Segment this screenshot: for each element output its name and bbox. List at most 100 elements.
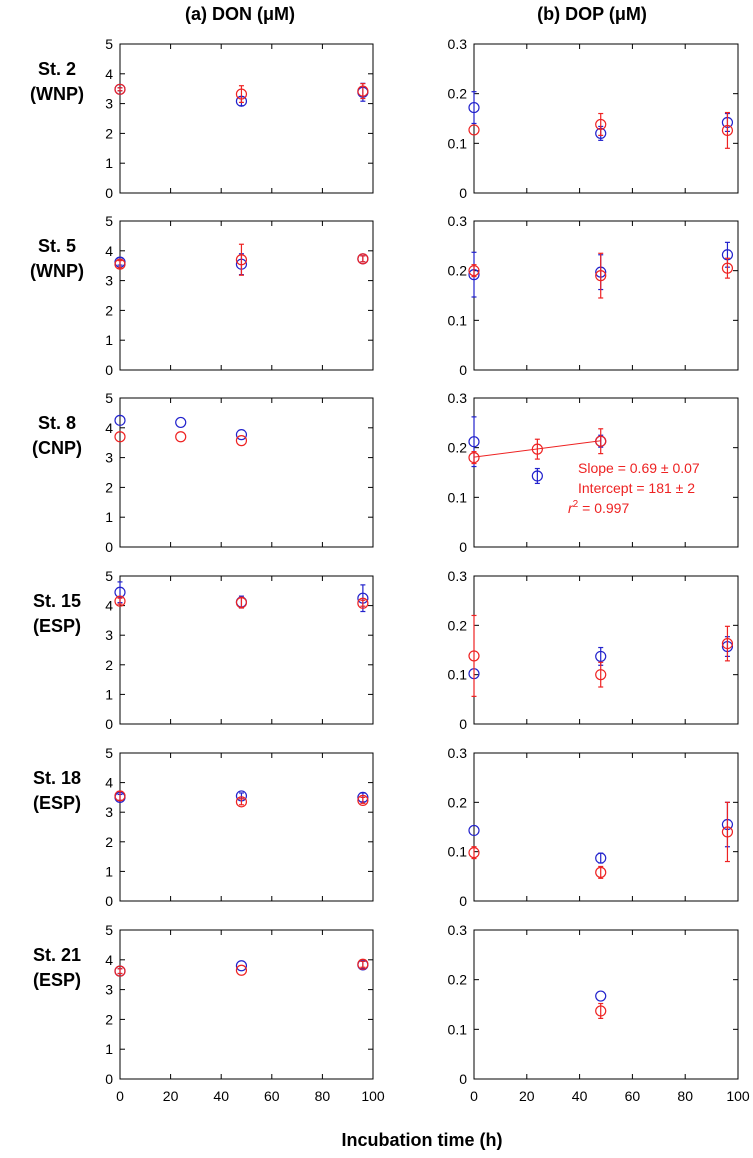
- y-tick-label: 5: [105, 390, 113, 406]
- y-tick-label: 2: [105, 1011, 113, 1027]
- y-tick-label: 0.2: [448, 440, 468, 456]
- y-tick-label: 5: [105, 922, 113, 938]
- y-tick-label: 0: [105, 362, 113, 378]
- y-tick-label: 0.1: [448, 312, 468, 328]
- region-label: (WNP): [30, 261, 84, 281]
- y-tick-label: 2: [105, 302, 113, 318]
- y-tick-label: 0: [459, 893, 467, 909]
- y-tick-label: 0.3: [448, 568, 468, 584]
- annotation-slope: Slope = 0.69 ± 0.07: [578, 460, 700, 476]
- panel-dop-18: 0 0.1 0.2 0.3: [448, 745, 739, 909]
- y-tick-label: 2: [105, 125, 113, 141]
- y-tick-label: 3: [105, 627, 113, 643]
- y-tick-label: 5: [105, 745, 113, 761]
- data-point-red: [721, 637, 734, 650]
- y-tick-label: 0.2: [448, 263, 468, 279]
- x-tick-label: 40: [213, 1088, 229, 1104]
- y-tick-label: 4: [105, 66, 113, 82]
- data-point-red: [468, 452, 480, 464]
- panel-dop-8: 0 0.1 0.2 0.3 Slope = 0.69 ± 0.07 Intercept =…: [448, 390, 739, 555]
- plot-frame: [119, 43, 374, 194]
- y-tick-label: 1: [105, 155, 113, 171]
- data-point-red: [235, 597, 248, 609]
- data-point-blue: [114, 414, 126, 426]
- data-point-red: [595, 118, 607, 131]
- data-point-blue: [235, 429, 248, 441]
- y-tick-label: 0.3: [448, 745, 468, 761]
- plot-frame: [119, 752, 374, 902]
- col-title-don: (a) DON (μM): [185, 4, 295, 24]
- y-tick-label: 4: [105, 952, 113, 968]
- plot-frame: [473, 43, 739, 194]
- data-point-red: [235, 435, 248, 447]
- data-point-red: [468, 650, 480, 662]
- region-label: (ESP): [33, 970, 81, 990]
- data-point-red: [114, 790, 126, 802]
- station-label: St. 21: [33, 945, 81, 965]
- data-point-red: [175, 431, 187, 443]
- y-tick-label: 0.1: [448, 844, 468, 860]
- y-tick-label: 1: [105, 1041, 113, 1057]
- y-tick-label: 0: [459, 362, 467, 378]
- station-label: St. 18: [33, 768, 81, 788]
- y-tick-label: 0.2: [448, 617, 468, 633]
- data-point-blue: [595, 650, 607, 663]
- y-tick-label: 0: [105, 185, 113, 201]
- data-point-red: [357, 794, 369, 806]
- x-tick-label: 100: [361, 1088, 385, 1104]
- region-label: (WNP): [30, 84, 84, 104]
- panel-dop-15: 0 0.1 0.2 0.3: [448, 568, 739, 732]
- data-point-red: [114, 431, 126, 443]
- y-tick-label: 2: [105, 479, 113, 495]
- station-label: St. 2: [38, 59, 76, 79]
- panel-don-2: 0 1 2 3 4 5 St. 2 (WNP): [30, 36, 374, 201]
- region-label: (ESP): [33, 793, 81, 813]
- region-label: (ESP): [33, 616, 81, 636]
- y-tick-label: 3: [105, 273, 113, 289]
- x-tick-label: 60: [625, 1088, 641, 1104]
- data-point-blue: [595, 852, 607, 864]
- y-tick-label: 4: [105, 420, 113, 436]
- y-tick-label: 0: [459, 1071, 467, 1087]
- data-point-red: [721, 262, 734, 274]
- y-tick-label: 4: [105, 775, 113, 791]
- plot-frame: [473, 929, 739, 1080]
- annotation-intercept: Intercept = 181 ± 2: [578, 480, 695, 496]
- panel-don-15: 0 1 2 3 4 5 St. 15 (ESP): [33, 568, 374, 732]
- y-tick-label: 0: [459, 539, 467, 555]
- x-tick-label: 100: [726, 1088, 750, 1104]
- x-tick-label: 0: [116, 1088, 124, 1104]
- data-point-blue: [235, 960, 248, 972]
- panel-don-18: 0 1 2 3 4 5 St. 18 (ESP): [33, 745, 374, 909]
- y-tick-label: 0.3: [448, 390, 468, 406]
- data-point-red: [235, 796, 248, 808]
- panel-dop-21: 0 0.1 0.2 0.3 0 20 40 60 80 100: [448, 922, 750, 1104]
- y-tick-label: 3: [105, 804, 113, 820]
- data-point-blue: [114, 586, 126, 598]
- plot-frame: [119, 397, 374, 548]
- y-tick-label: 0.3: [448, 213, 468, 229]
- x-tick-label: 80: [677, 1088, 693, 1104]
- r2-value: = 0.997: [578, 500, 629, 516]
- data-point-red: [468, 265, 480, 277]
- data-point-blue: [175, 416, 187, 429]
- x-tick-label: 60: [264, 1088, 280, 1104]
- plot-frame: [473, 752, 739, 902]
- y-tick-label: 0: [105, 716, 113, 732]
- y-tick-label: 1: [105, 332, 113, 348]
- data-point-red: [595, 435, 607, 447]
- y-tick-label: 0: [459, 716, 467, 732]
- y-tick-label: 0.1: [448, 135, 468, 151]
- panel-don-5: 0 1 2 3 4 5 St. 5 (WNP): [30, 213, 374, 378]
- panel-dop-2: 0 0.1 0.2 0.3: [448, 36, 739, 201]
- y-tick-label: 0.1: [448, 489, 468, 505]
- data-point-red: [595, 669, 607, 681]
- panel-don-8: 0 1 2 3 4 5 St. 8 (CNP): [32, 390, 374, 555]
- data-point-red: [235, 88, 248, 100]
- y-tick-label: 0.1: [448, 667, 468, 683]
- panel-don-21: 0 1 2 3 4 5 0 20 40 60 80 100 St. 21 (ESP): [33, 922, 385, 1104]
- x-tick-label: 80: [315, 1088, 331, 1104]
- plot-frame: [119, 575, 374, 725]
- data-point-red: [595, 270, 607, 282]
